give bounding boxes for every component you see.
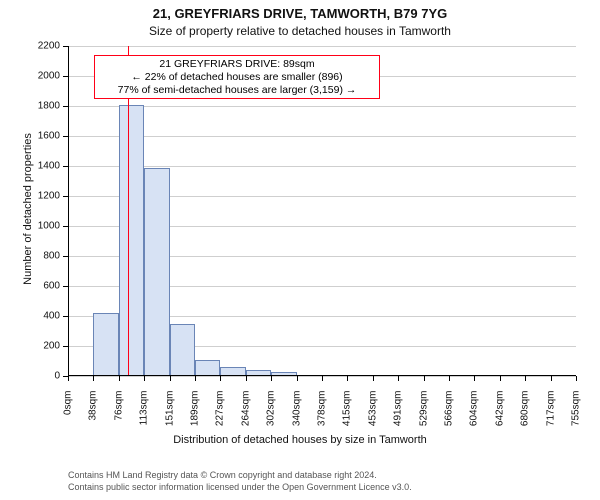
x-tick-label: 0sqm [63,391,74,441]
x-tick-mark [500,376,501,381]
x-tick-label: 151sqm [164,391,175,441]
y-tick-label: 1400 [38,161,60,172]
x-tick-label: 189sqm [190,391,201,441]
y-tick-mark [63,286,68,287]
x-tick-mark [297,376,298,381]
chart-title: 21, GREYFRIARS DRIVE, TAMWORTH, B79 7YG [0,6,600,21]
x-tick-mark [551,376,552,381]
x-tick-mark [93,376,94,381]
x-tick-label: 227sqm [215,391,226,441]
x-tick-label: 717sqm [545,391,556,441]
histogram-bar [93,313,118,376]
y-tick-label: 1800 [38,101,60,112]
x-tick-mark [474,376,475,381]
x-tick-mark [525,376,526,381]
histogram-bar [195,360,220,377]
x-tick-label: 76sqm [113,391,124,441]
histogram-bar [119,105,144,377]
chart-root: 21, GREYFRIARS DRIVE, TAMWORTH, B79 7YG … [0,0,600,500]
x-tick-label: 302sqm [266,391,277,441]
y-tick-mark [63,46,68,47]
y-tick-mark [63,76,68,77]
y-tick-label: 2200 [38,41,60,52]
x-tick-mark [373,376,374,381]
gridline [68,136,576,137]
y-tick-mark [63,136,68,137]
x-tick-label: 604sqm [469,391,480,441]
annotation-box: 21 GREYFRIARS DRIVE: 89sqm← 22% of detac… [94,55,380,99]
y-tick-mark [63,256,68,257]
x-tick-label: 264sqm [240,391,251,441]
credit-line: Contains HM Land Registry data © Crown c… [68,470,412,482]
y-tick-mark [63,166,68,167]
y-tick-mark [63,226,68,227]
credit-line: Contains public sector information licen… [68,482,412,494]
y-tick-mark [63,346,68,347]
y-tick-label: 1600 [38,131,60,142]
x-tick-mark [347,376,348,381]
y-tick-label: 0 [54,371,60,382]
x-tick-label: 113sqm [139,391,150,441]
x-tick-label: 378sqm [317,391,328,441]
x-tick-mark [271,376,272,381]
y-tick-label: 2000 [38,71,60,82]
chart-subtitle: Size of property relative to detached ho… [0,24,600,38]
x-tick-label: 680sqm [520,391,531,441]
annotation-line: ← 22% of detached houses are smaller (89… [99,71,375,84]
y-tick-label: 800 [43,251,60,262]
x-tick-label: 529sqm [418,391,429,441]
x-tick-mark [246,376,247,381]
x-tick-label: 491sqm [393,391,404,441]
x-tick-label: 415sqm [342,391,353,441]
x-tick-mark [220,376,221,381]
annotation-line: 77% of semi-detached houses are larger (… [99,84,375,97]
x-tick-label: 642sqm [494,391,505,441]
x-tick-mark [322,376,323,381]
y-tick-label: 200 [43,341,60,352]
x-tick-mark [144,376,145,381]
gridline [68,46,576,47]
x-tick-mark [68,376,69,381]
x-tick-mark [449,376,450,381]
y-tick-label: 600 [43,281,60,292]
x-tick-mark [576,376,577,381]
gridline [68,106,576,107]
x-tick-label: 453sqm [367,391,378,441]
x-tick-mark [119,376,120,381]
y-axis-line [68,46,69,376]
histogram-bar [170,324,195,377]
y-tick-label: 1000 [38,221,60,232]
x-tick-label: 566sqm [444,391,455,441]
annotation-line: 21 GREYFRIARS DRIVE: 89sqm [99,58,375,71]
y-axis-label: Number of detached properties [22,99,34,319]
x-tick-label: 340sqm [291,391,302,441]
credits-text: Contains HM Land Registry data © Crown c… [68,470,412,493]
y-tick-label: 400 [43,311,60,322]
x-tick-label: 755sqm [571,391,582,441]
y-tick-mark [63,106,68,107]
histogram-bar [144,168,169,377]
x-tick-mark [398,376,399,381]
y-tick-label: 1200 [38,191,60,202]
x-tick-mark [170,376,171,381]
x-tick-mark [424,376,425,381]
y-tick-mark [63,316,68,317]
x-tick-mark [195,376,196,381]
y-tick-mark [63,196,68,197]
x-tick-label: 38sqm [88,391,99,441]
